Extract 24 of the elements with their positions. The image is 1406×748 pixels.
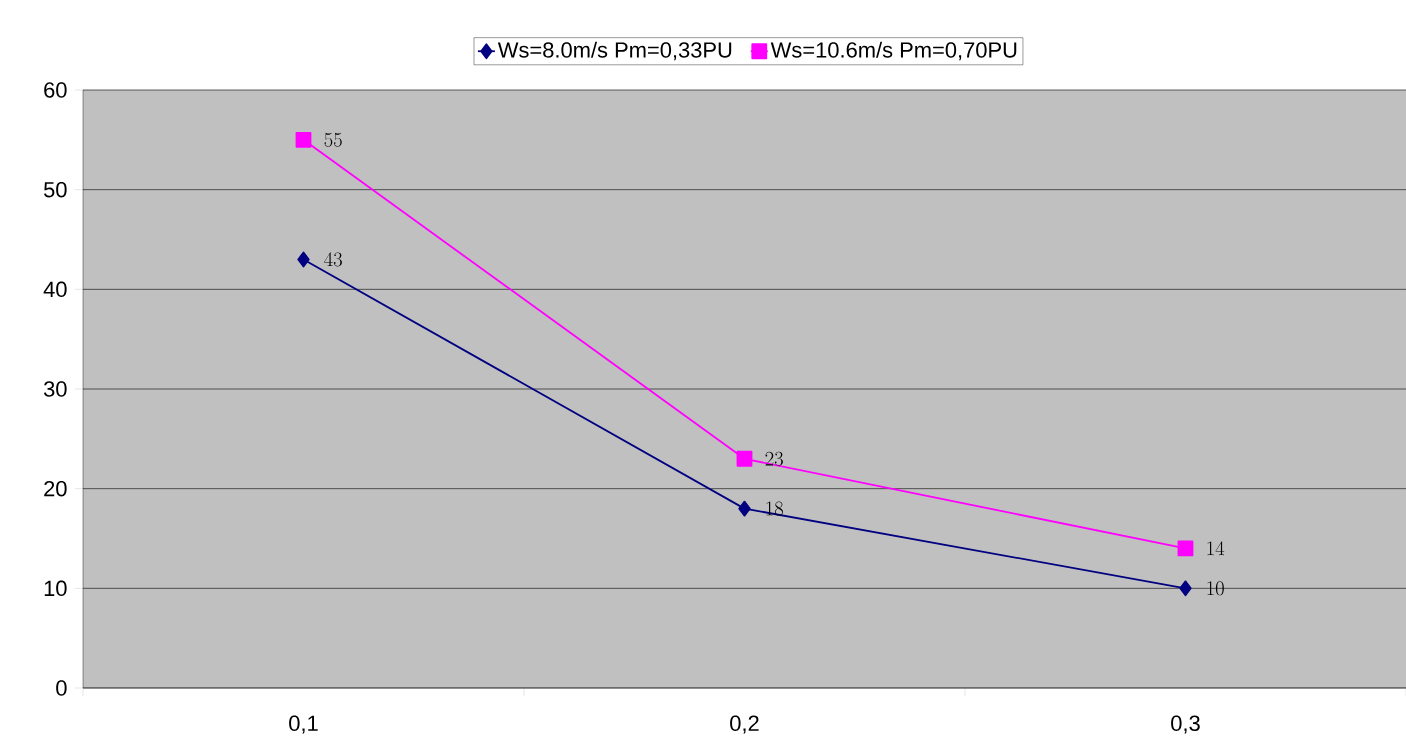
x-tick-label: 0,2	[730, 715, 759, 734]
y-tick-label: 0	[56, 680, 67, 696]
legend-label: Ws=10.6m/s Pm=0,70PU	[770, 41, 1017, 61]
y-tick-label: 30	[43, 381, 67, 397]
data-label: 23	[765, 451, 783, 466]
point	[738, 500, 751, 517]
x-tick-label: 0,1	[289, 715, 318, 734]
point	[1179, 580, 1192, 597]
point	[736, 450, 753, 467]
y-tick-label: 40	[43, 281, 67, 298]
x-tick-label: 0,3	[1171, 715, 1200, 734]
data-label: 43	[324, 252, 342, 267]
data-label: 18	[766, 501, 783, 516]
point	[297, 251, 310, 268]
data-label: 14	[1207, 541, 1225, 556]
legend-label: Ws=8.0m/s Pm=0,33PU	[497, 41, 732, 61]
y-tick-label: 10	[44, 580, 67, 597]
y-tick-label: 60	[44, 82, 67, 98]
point	[295, 131, 312, 148]
data-label: 55	[324, 132, 342, 147]
data-label: 10	[1207, 581, 1224, 596]
y-tick-label: 20	[44, 480, 67, 497]
y-tick-label: 50	[43, 181, 67, 198]
point	[1177, 540, 1194, 557]
